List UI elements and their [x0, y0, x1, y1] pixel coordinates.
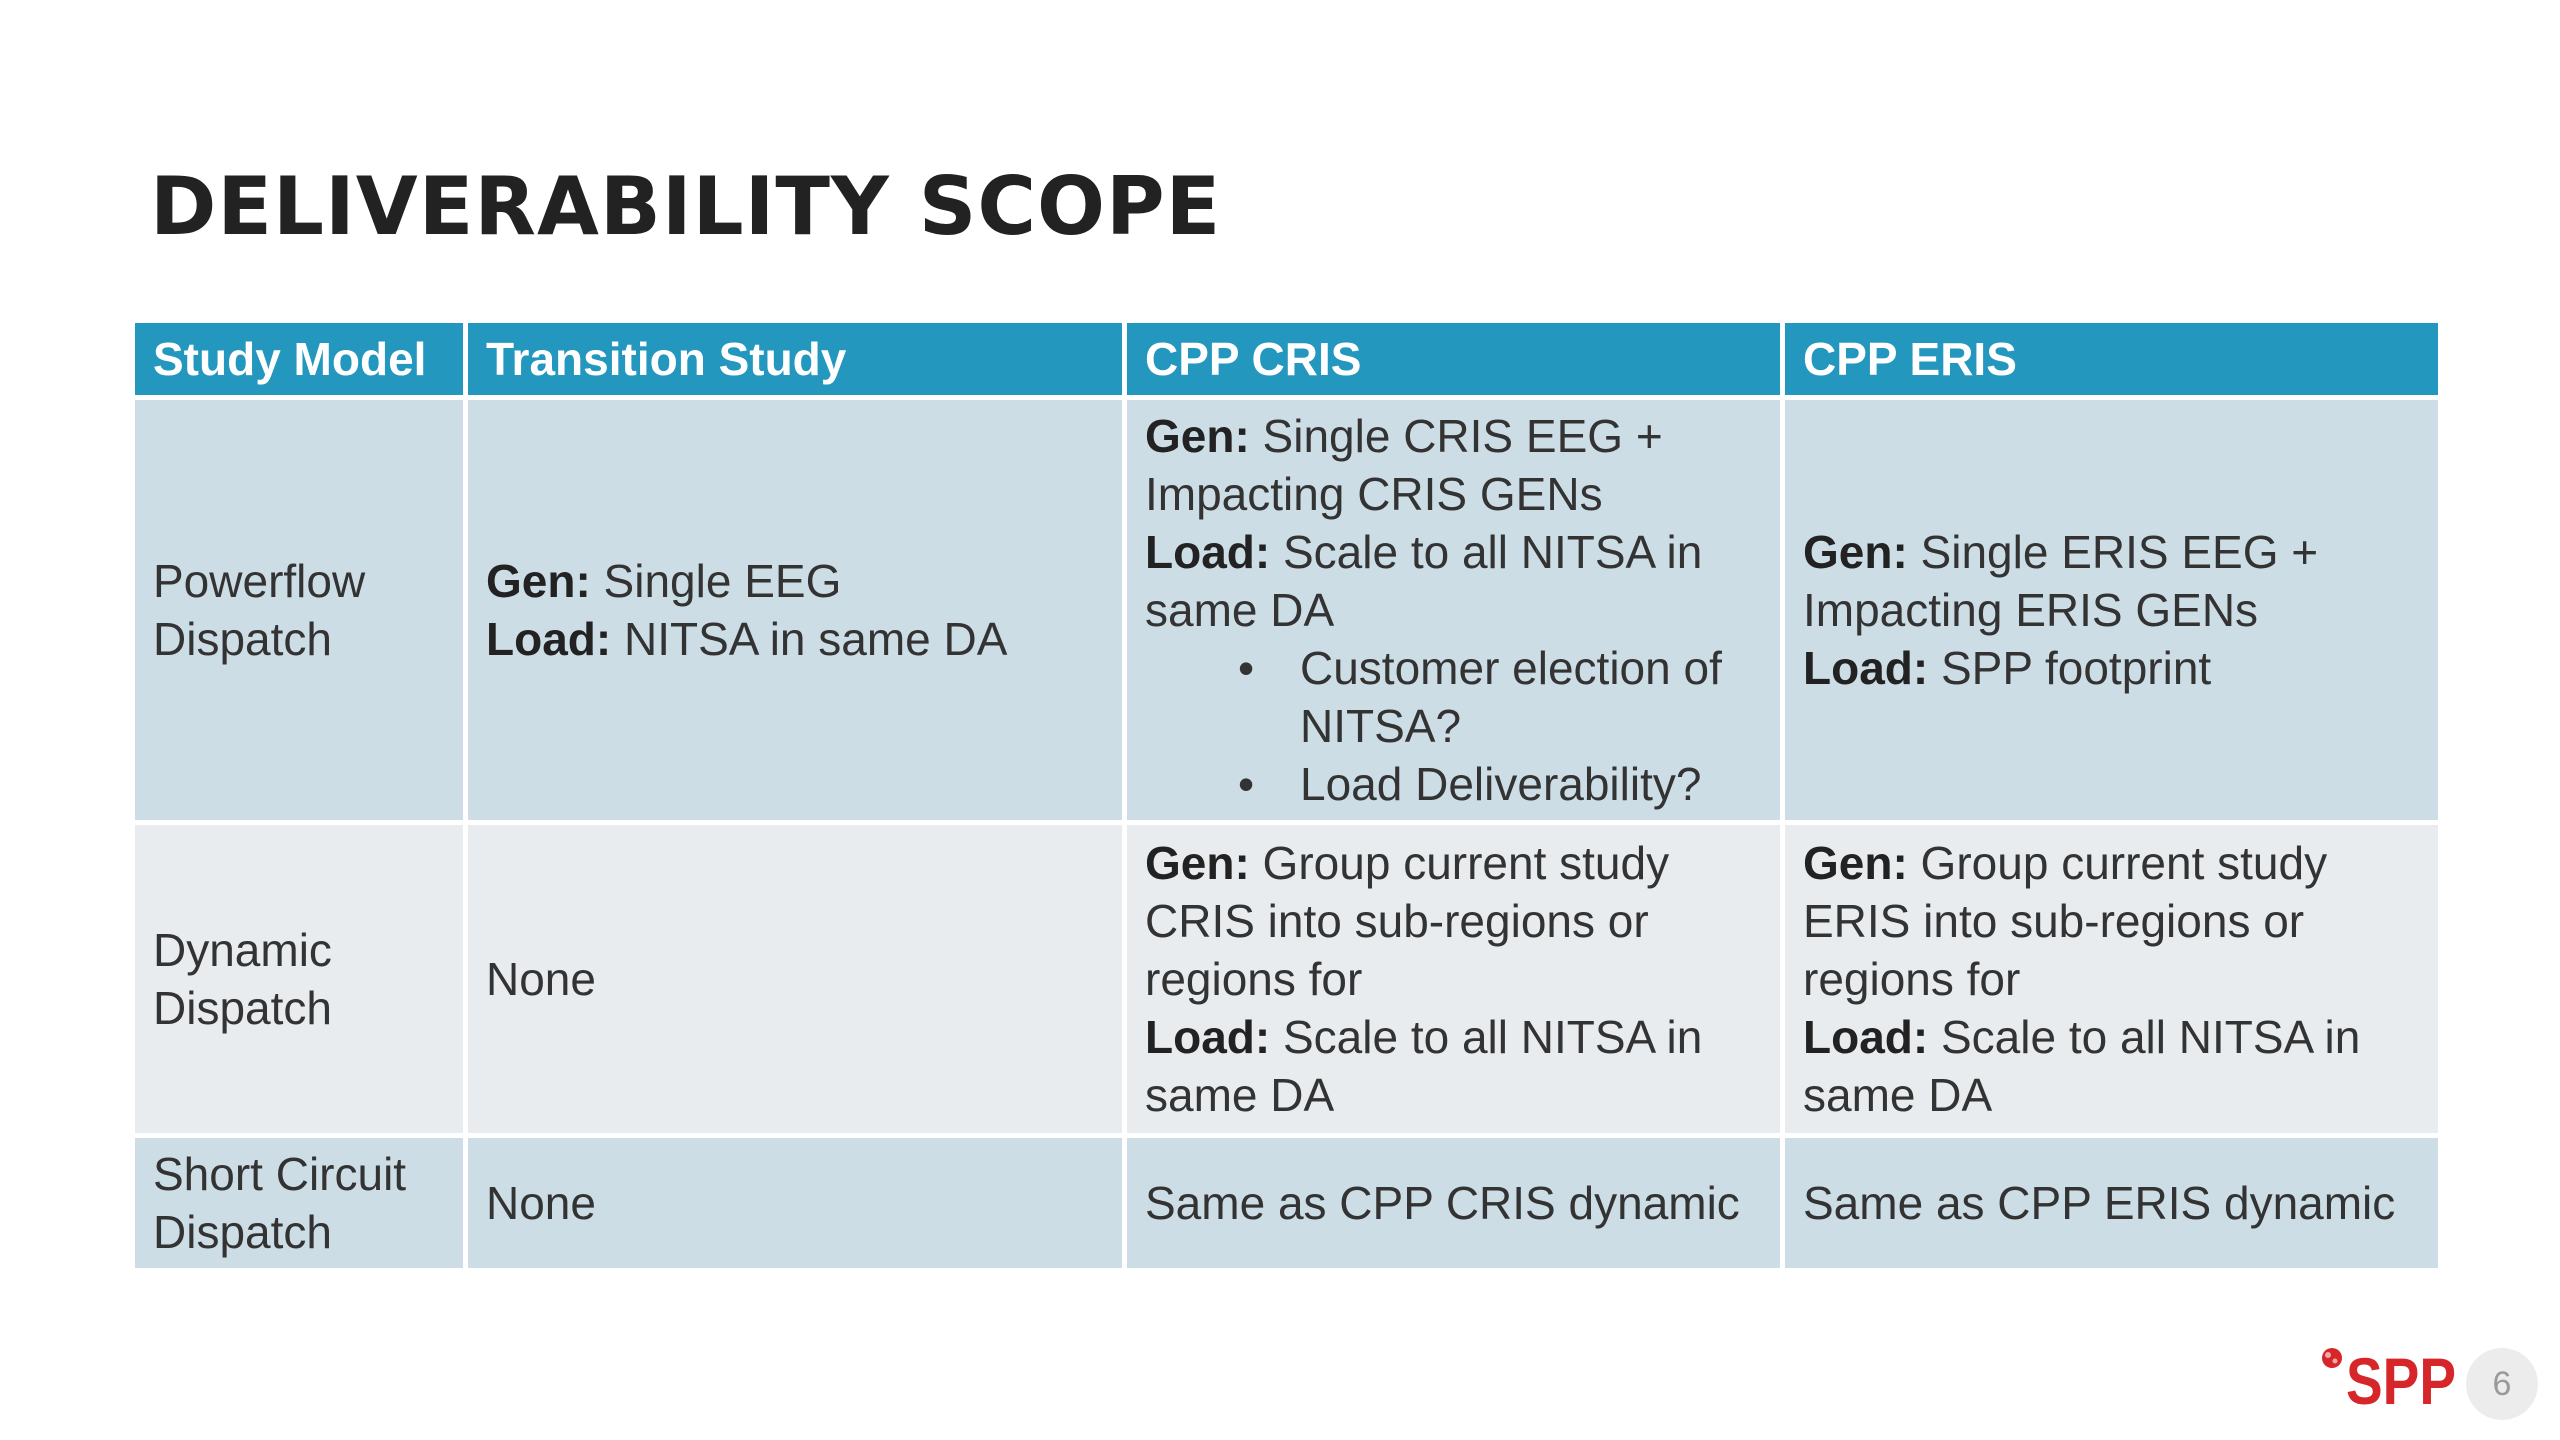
gen-text: Single CRIS EEG + Impacting CRIS GENs — [1145, 410, 1663, 520]
cell-study-model: Short Circuit Dispatch — [130, 1133, 468, 1273]
list-item: Customer election of NITSA? — [1238, 639, 1762, 755]
cell-cpp-cris: Same as CPP CRIS dynamic — [1122, 1133, 1785, 1273]
model-line: Dispatch — [153, 613, 332, 665]
gen-text: Group current study CRIS into sub-region… — [1145, 837, 1670, 1005]
page-number: 6 — [2466, 1348, 2538, 1420]
load-label: Load: — [1145, 1011, 1271, 1063]
gen-label: Gen: — [1803, 837, 1908, 889]
load-text: Scale to all NITSA in same DA — [1803, 1011, 2361, 1121]
cell-cpp-cris: Gen: Single CRIS EEG + Impacting CRIS GE… — [1122, 395, 1785, 825]
load-label: Load: — [1803, 642, 1929, 694]
gen-text: Single ERIS EEG + Impacting ERIS GENs — [1803, 526, 2319, 636]
logo-dot-icon — [2322, 1348, 2342, 1368]
load-label: Load: — [1803, 1011, 1929, 1063]
cell-study-model: Powerflow Dispatch — [130, 395, 468, 825]
logo-text: SPP — [2346, 1344, 2456, 1414]
gen-label: Gen: — [1803, 526, 1908, 578]
cell-transition-study: None — [463, 1133, 1127, 1273]
model-line: Dispatch — [153, 1206, 332, 1258]
model-line: Dynamic — [153, 924, 332, 976]
gen-label: Gen: — [1145, 837, 1250, 889]
load-text: SPP footprint — [1928, 642, 2212, 694]
spp-logo-mark: SPP — [2322, 1344, 2456, 1418]
model-line: Dispatch — [153, 982, 332, 1034]
load-label: Load: — [1145, 526, 1271, 578]
cell-cpp-cris: Gen: Group current study CRIS into sub-r… — [1122, 820, 1785, 1138]
cell-cpp-eris: Gen: Group current study ERIS into sub-r… — [1780, 820, 2443, 1138]
spp-logo: SPP — [2318, 1338, 2460, 1418]
load-text: Scale to all NITSA in same DA — [1145, 1011, 1703, 1121]
model-line: Short Circuit — [153, 1148, 407, 1200]
load-text: NITSA in same DA — [611, 613, 1008, 665]
bullet-list: Customer election of NITSA? Load Deliver… — [1145, 639, 1762, 813]
table-header-row: Study Model Transition Study CPP CRIS CP… — [130, 318, 2443, 400]
model-line: Powerflow — [153, 555, 366, 607]
gen-text: Group current study ERIS into sub-region… — [1803, 837, 2328, 1005]
header-cpp-cris: CPP CRIS — [1122, 318, 1785, 400]
cell-cpp-eris: Same as CPP ERIS dynamic — [1780, 1133, 2443, 1273]
header-cpp-eris: CPP ERIS — [1780, 318, 2443, 400]
header-transition-study: Transition Study — [463, 318, 1127, 400]
gen-text: Single EEG — [590, 555, 842, 607]
cell-cpp-eris: Gen: Single ERIS EEG + Impacting ERIS GE… — [1780, 395, 2443, 825]
load-label: Load: — [486, 613, 612, 665]
gen-label: Gen: — [486, 555, 591, 607]
deliverability-scope-table: Study Model Transition Study CPP CRIS CP… — [130, 318, 2443, 1273]
table-row-short-circuit: Short Circuit Dispatch None Same as CPP … — [130, 1133, 2443, 1273]
slide-title: DELIVERABILITY SCOPE — [150, 160, 1222, 253]
cell-study-model: Dynamic Dispatch — [130, 820, 468, 1138]
load-text: Scale to all NITSA in same DA — [1145, 526, 1703, 636]
cell-transition-study: Gen: Single EEG Load: NITSA in same DA — [463, 395, 1127, 825]
table-row-dynamic: Dynamic Dispatch None Gen: Group current… — [130, 820, 2443, 1138]
list-item: Load Deliverability? — [1238, 755, 1762, 813]
table-row-powerflow: Powerflow Dispatch Gen: Single EEG Load:… — [130, 395, 2443, 825]
header-study-model: Study Model — [130, 318, 468, 400]
gen-label: Gen: — [1145, 410, 1250, 462]
cell-transition-study: None — [463, 820, 1127, 1138]
